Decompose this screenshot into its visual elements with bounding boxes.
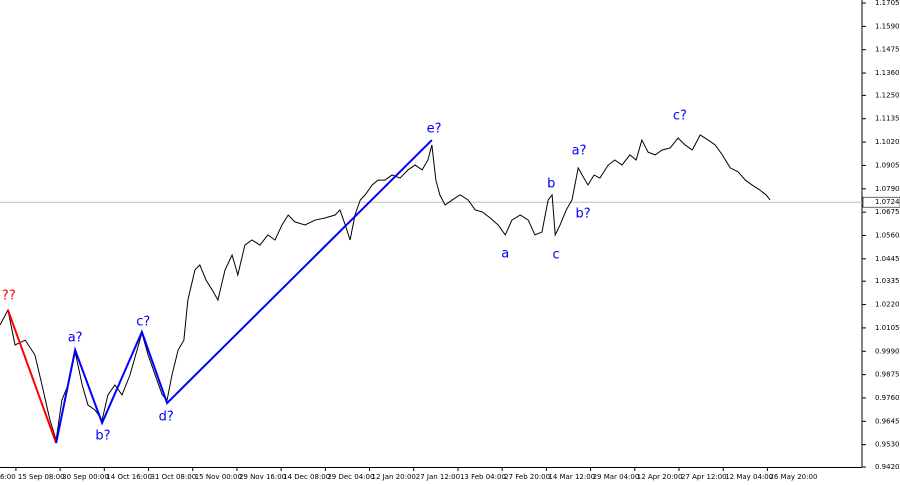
- y-tick-label: 1.0790: [875, 185, 900, 193]
- x-tick-label: 12 Apr 20:00: [637, 473, 683, 481]
- wave-label: c?: [673, 108, 687, 123]
- y-tick-label: 0.9990: [875, 347, 900, 355]
- x-tick-label: 26 May 20:00: [769, 473, 817, 481]
- y-tick-label: 0.9420: [875, 463, 900, 471]
- y-tick-label: 1.1250: [875, 91, 900, 99]
- x-tick-label: 29 Nov 16:00: [239, 473, 286, 481]
- x-tick-label: 12 Jan 20:00: [372, 473, 416, 481]
- x-tick-label: 27 Feb 20:00: [504, 473, 550, 481]
- y-tick-label: 1.0105: [875, 324, 900, 332]
- x-tick-label: 30 Sep 00:00: [62, 473, 109, 481]
- y-tick-label: 1.0905: [875, 161, 900, 169]
- y-tick-label: 1.1705: [875, 0, 900, 7]
- x-tick-label: 31 Oct 08:00: [151, 473, 197, 481]
- wave-label: b?: [95, 428, 110, 443]
- x-tick-label: 14 Dec 08:00: [283, 473, 330, 481]
- x-tick-label: 14 Oct 16:00: [106, 473, 152, 481]
- y-tick-label: 1.1135: [875, 115, 900, 123]
- current-price-label: 1.0724: [875, 198, 900, 206]
- wave-line: [55, 139, 433, 444]
- wave-line: [7, 309, 58, 444]
- x-tick-label: 15 Sep 08:00: [18, 473, 65, 481]
- y-tick-label: 1.1590: [875, 22, 900, 30]
- wave-label: e?: [427, 121, 442, 136]
- x-tick-label: 27 Jan 12:00: [416, 473, 460, 481]
- y-tick-label: 0.9645: [875, 417, 900, 425]
- price-line: [0, 134, 771, 441]
- x-tick-label: 29 Mar 04:00: [593, 473, 640, 481]
- y-tick-label: 1.0335: [875, 277, 900, 285]
- y-tick-label: 1.1020: [875, 138, 900, 146]
- y-tick-label: 1.0445: [875, 255, 900, 263]
- y-tick-label: 0.9875: [875, 371, 900, 379]
- y-tick-label: 1.1475: [875, 46, 900, 54]
- x-tick-label: 12 May 04:00: [725, 473, 773, 481]
- wave-label: a?: [572, 144, 587, 159]
- x-tick-label: 6:00: [0, 473, 16, 481]
- wave-label: d?: [159, 410, 174, 425]
- y-tick-label: 0.9760: [875, 394, 900, 402]
- wave-label: b: [547, 176, 555, 191]
- x-tick-label: 29 Dec 04:00: [327, 473, 374, 481]
- y-tick-label: 0.9530: [875, 441, 900, 449]
- wave-label: a?: [68, 331, 83, 346]
- wave-label: c?: [136, 315, 150, 330]
- x-tick-label: 13 Feb 04:00: [460, 473, 506, 481]
- x-tick-label: 27 Apr 12:00: [681, 473, 727, 481]
- wave-label: ??: [2, 289, 16, 304]
- y-tick-label: 1.0220: [875, 301, 900, 309]
- y-tick-label: 1.1360: [875, 69, 900, 77]
- x-tick-label: 15 Nov 00:00: [195, 473, 242, 481]
- wave-label: c: [553, 248, 560, 263]
- current-price-box: [862, 196, 900, 208]
- wave-label: a: [501, 246, 509, 261]
- y-tick-label: 1.0675: [875, 208, 900, 216]
- x-tick-label: 14 Mar 12:00: [548, 473, 595, 481]
- y-tick-label: 1.0560: [875, 232, 900, 240]
- wave-label: b?: [575, 206, 590, 221]
